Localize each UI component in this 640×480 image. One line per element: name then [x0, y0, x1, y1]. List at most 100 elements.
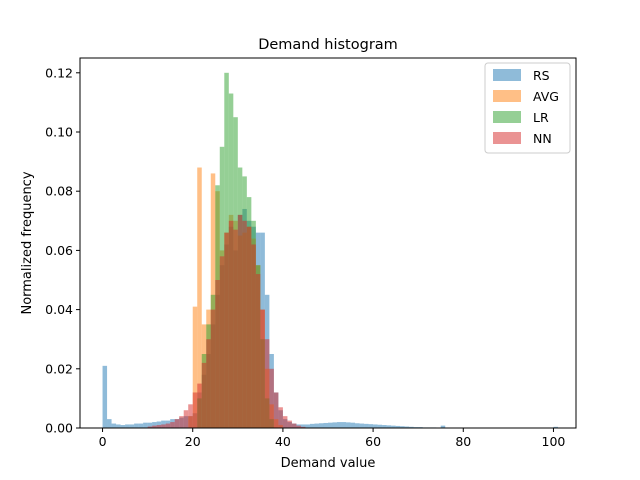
y-tick-label: 0.02: [45, 361, 73, 376]
bar-avg: [197, 167, 202, 428]
bar-rs: [134, 423, 139, 428]
bar-nn: [296, 425, 301, 428]
bar-nn: [224, 232, 229, 428]
bar-nn: [282, 416, 288, 428]
legend: RS AVG LR NN: [484, 62, 571, 154]
x-axis-ticks: 0 20 40 60 80 100: [99, 428, 566, 449]
bar-rs: [161, 420, 166, 428]
bar-nn: [170, 422, 175, 428]
y-axis-label: Normalized frequency: [20, 171, 35, 314]
bar-avg: [192, 306, 198, 428]
bar-nn: [197, 383, 202, 428]
series-nn-bars: [147, 214, 306, 428]
bar-rs: [156, 421, 162, 428]
y-tick-label: 0.00: [45, 421, 73, 436]
bar-nn: [237, 214, 243, 428]
bar-nn: [291, 423, 297, 428]
y-axis-ticks: 0.00 0.02 0.04 0.06 0.08 0.10 0.12: [45, 65, 80, 436]
bar-rs: [152, 422, 157, 428]
bar-rs: [314, 423, 319, 428]
bar-rs: [129, 424, 135, 428]
bar-nn: [219, 256, 225, 428]
bar-nn: [147, 426, 153, 428]
bar-nn: [192, 392, 198, 428]
bar-rs: [346, 422, 351, 428]
bar-rs: [409, 426, 414, 428]
bar-rs: [147, 422, 153, 428]
bar-rs: [404, 426, 410, 428]
legend-box: [484, 62, 571, 154]
x-axis-label: Demand value: [281, 456, 376, 471]
x-tick-label: 20: [185, 434, 201, 449]
bar-rs: [120, 425, 126, 428]
legend-label-avg: AVG: [533, 89, 559, 104]
bar-rs: [400, 426, 405, 428]
bar-nn: [188, 404, 193, 428]
bar-rs: [300, 424, 306, 428]
bar-rs: [553, 426, 558, 428]
y-tick-label: 0.12: [45, 65, 73, 80]
bar-rs: [373, 424, 378, 428]
bar-nn: [206, 339, 211, 428]
bar-rs: [386, 425, 392, 428]
bar-rs: [377, 424, 383, 428]
bar-rs: [337, 422, 342, 428]
legend-label-rs: RS: [533, 68, 550, 83]
bar-rs: [364, 423, 369, 428]
legend-label-lr: LR: [533, 110, 549, 125]
bar-rs: [355, 423, 360, 428]
bar-rs: [102, 365, 108, 428]
x-tick-label: 0: [99, 434, 107, 449]
bar-rs: [368, 424, 374, 428]
bar-nn: [287, 420, 292, 428]
bar-rs: [332, 422, 338, 428]
plot-frame: [79, 57, 577, 429]
legend-swatch-avg: [493, 90, 521, 102]
bar-nn: [161, 424, 166, 428]
bar-nn: [273, 392, 279, 428]
bar-rs: [309, 423, 315, 428]
bar-rs: [138, 423, 144, 428]
bar-nn: [264, 339, 270, 428]
y-tick-label: 0.10: [45, 125, 73, 140]
bar-nn: [260, 309, 265, 428]
bar-nn: [156, 425, 162, 428]
bar-nn: [300, 426, 306, 428]
bar-rs: [395, 425, 401, 428]
bar-rs: [350, 422, 356, 428]
legend-swatch-lr: [493, 111, 521, 123]
y-tick-label: 0.04: [45, 302, 73, 317]
bar-nn: [269, 368, 274, 428]
bar-rs: [323, 422, 328, 428]
bar-rs: [111, 423, 117, 428]
bar-rs: [318, 423, 324, 428]
bar-rs: [382, 425, 387, 428]
bar-nn: [255, 274, 261, 428]
legend-swatch-rs: [493, 69, 521, 81]
x-tick-label: 60: [365, 434, 381, 449]
y-tick-label: 0.08: [45, 184, 73, 199]
bar-nn: [228, 220, 234, 428]
x-tick-label: 80: [455, 434, 471, 449]
bar-rs: [107, 419, 112, 428]
bar-rs: [341, 422, 347, 428]
x-tick-label: 40: [275, 434, 291, 449]
bar-rs: [125, 424, 130, 428]
bar-rs: [391, 425, 396, 428]
bar-rs: [143, 422, 148, 428]
x-tick-label: 100: [542, 434, 566, 449]
bar-nn: [278, 407, 283, 428]
legend-label-nn: NN: [533, 131, 552, 146]
bar-nn: [246, 226, 252, 428]
bar-nn: [242, 220, 247, 428]
y-tick-label: 0.06: [45, 243, 73, 258]
bar-rs: [328, 422, 333, 428]
bar-rs: [359, 423, 365, 428]
bar-nn: [179, 416, 184, 428]
histogram-bars: [102, 72, 558, 429]
chart-title: Demand histogram: [258, 37, 398, 53]
bar-nn: [174, 419, 180, 428]
bar-rs: [116, 424, 121, 428]
bar-rs: [305, 424, 310, 428]
